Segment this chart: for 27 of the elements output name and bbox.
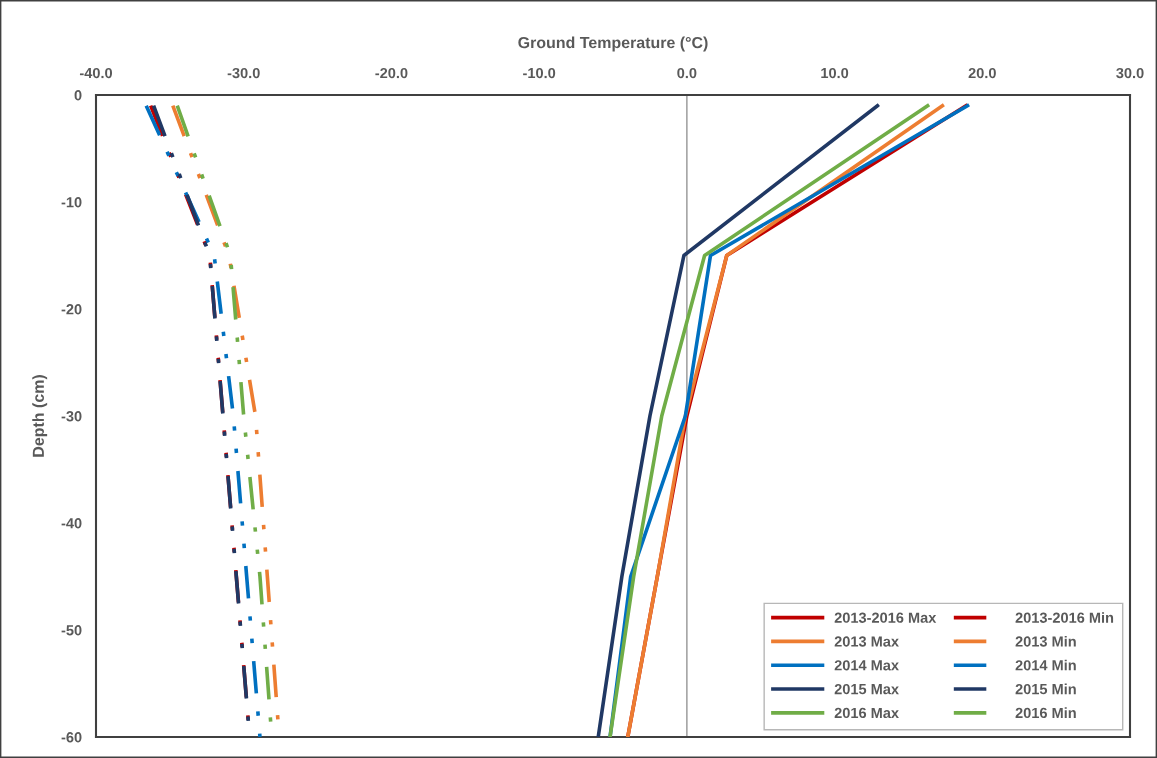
x-tick-label: 0.0 bbox=[677, 67, 697, 79]
legend-label: 2013 Max bbox=[834, 636, 899, 647]
x-axis-title: Ground Temperature (°C) bbox=[518, 36, 708, 52]
y-tick-label: -60 bbox=[61, 732, 82, 743]
y-tick-label: 0 bbox=[74, 90, 82, 101]
y-tick-label: -10 bbox=[61, 197, 82, 208]
y-tick-label: -40 bbox=[61, 518, 82, 529]
x-tick-label: 30.0 bbox=[1116, 67, 1144, 79]
legend-label: 2015 Max bbox=[834, 683, 899, 695]
legend-label: 2016 Max bbox=[834, 707, 899, 719]
legend-label: 2013-2016 Max bbox=[834, 612, 937, 623]
y-axis-title: Depth (cm) bbox=[32, 375, 48, 457]
y-tick-label: -30 bbox=[61, 411, 82, 422]
x-tick-label: -20.0 bbox=[375, 67, 408, 79]
x-tick-label: 10.0 bbox=[821, 67, 849, 79]
legend-label: 2016 Min bbox=[1015, 707, 1076, 719]
x-tick-label: -40.0 bbox=[79, 67, 113, 79]
y-tick-label: -50 bbox=[61, 625, 82, 636]
legend-label: 2014 Min bbox=[1015, 659, 1076, 671]
legend-label: 2013-2016 Min bbox=[1015, 612, 1114, 623]
x-tick-label: -10.0 bbox=[523, 67, 556, 79]
y-tick-label: -20 bbox=[61, 304, 82, 315]
x-tick-label: 20.0 bbox=[968, 67, 996, 79]
x-tick-label: -30.0 bbox=[227, 67, 260, 79]
legend-label: 2014 Max bbox=[834, 660, 899, 671]
legend-label: 2013 Min bbox=[1015, 635, 1076, 647]
legend-label: 2015 Min bbox=[1015, 683, 1076, 695]
